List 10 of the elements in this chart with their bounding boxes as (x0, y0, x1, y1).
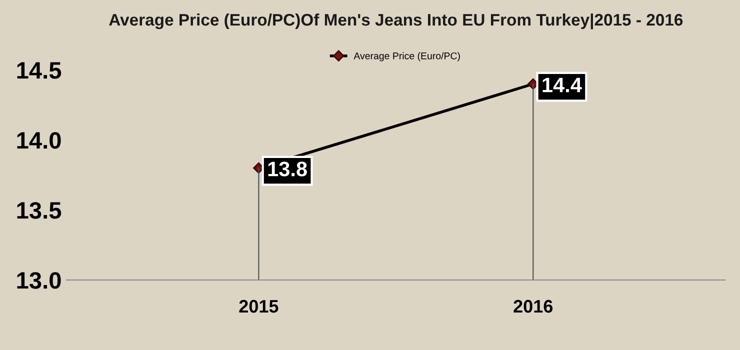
y-tick-label: 13.0 (17, 272, 61, 289)
chart-title: Average Price (Euro/PC)Of Men's Jeans Into EU From Turkey|2015 - 2016 (109, 13, 683, 30)
data-label: 14.4 (542, 78, 582, 92)
data-label: 13.8 (268, 162, 307, 176)
y-tick-label: 14.5 (17, 62, 62, 79)
x-tick-label: 2015 (239, 300, 278, 313)
y-tick-label: 13.5 (17, 202, 62, 219)
x-tick-label: 2016 (514, 300, 553, 313)
y-tick-label: 14.0 (17, 132, 61, 149)
legend-label: Average Price (Euro/PC) (354, 52, 460, 62)
